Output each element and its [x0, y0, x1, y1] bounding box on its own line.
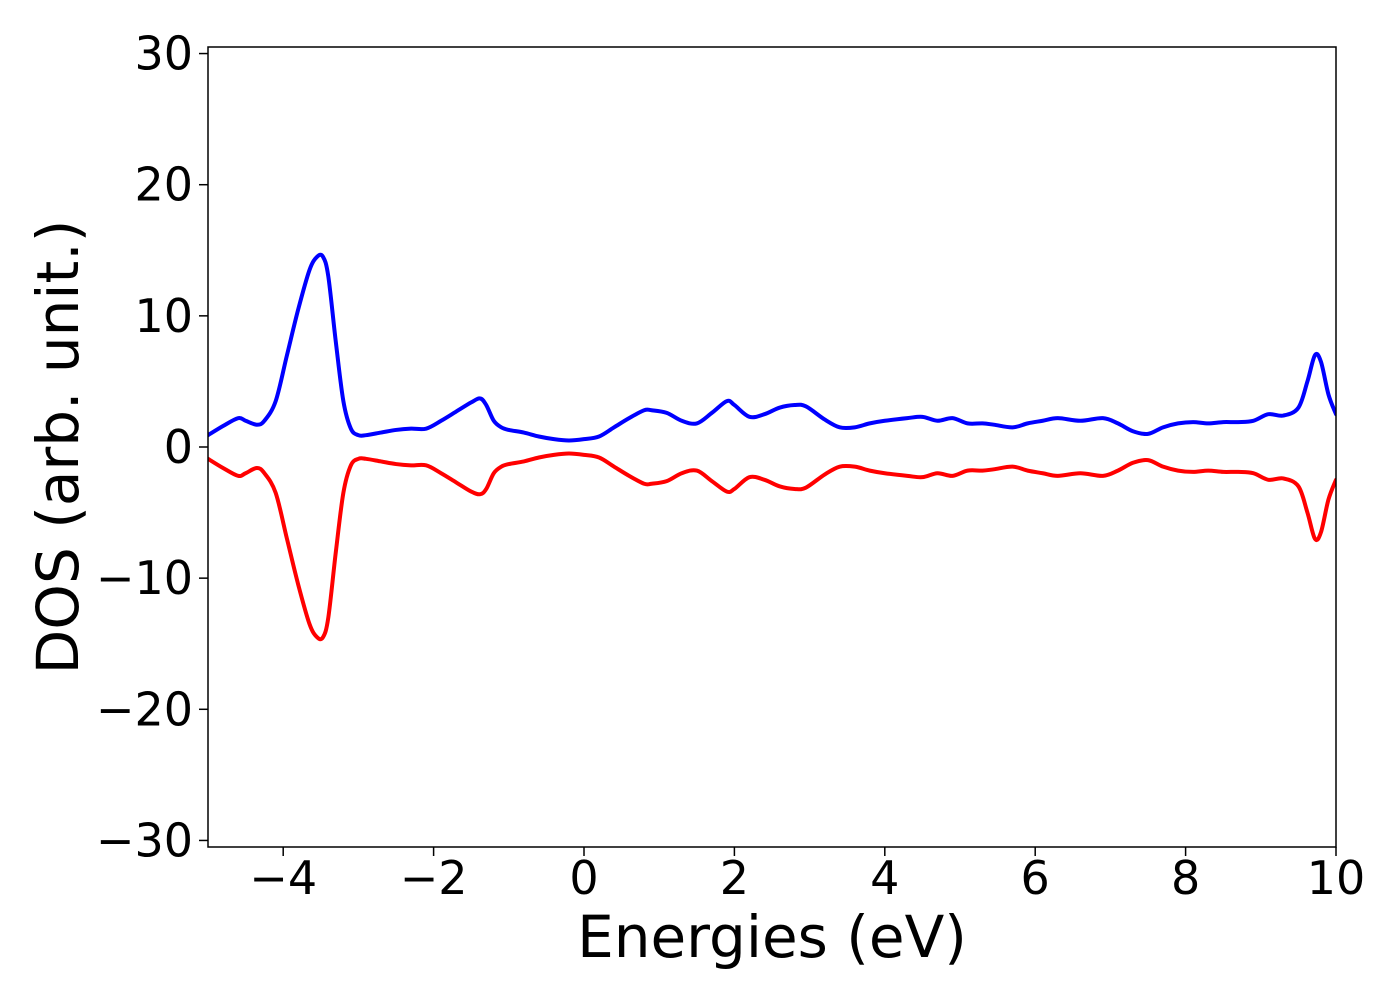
x-tick-label: −4: [249, 851, 317, 905]
x-tick-label: 6: [1021, 851, 1050, 905]
x-tick-label: −2: [400, 851, 468, 905]
x-axis-ticks: −4 −2 0 2 4 6 8 10: [249, 847, 1365, 905]
x-tick-label: 4: [870, 851, 899, 905]
x-tick-label: 10: [1307, 851, 1366, 905]
y-tick-label: 30: [134, 27, 193, 81]
series-layer: [208, 252, 1336, 642]
x-tick-label: 2: [720, 851, 749, 905]
y-axis-ticks: −30 −20 −10 0 10 20 30: [96, 27, 208, 867]
y-tick-label: 20: [134, 158, 193, 212]
plot-frame: [207, 46, 1337, 848]
y-tick-label: −20: [96, 682, 193, 736]
x-tick-label: 8: [1171, 851, 1200, 905]
series-line-2: [208, 451, 1336, 642]
series-line-1: [208, 252, 1336, 443]
y-axis-label: DOS (arb. unit.): [24, 220, 92, 675]
y-tick-label: 10: [134, 289, 193, 343]
x-tick-label: 0: [569, 851, 598, 905]
y-tick-label: −10: [96, 551, 193, 605]
y-tick-label: −30: [96, 813, 193, 867]
y-tick-label: 0: [164, 420, 193, 474]
x-axis-label: Energies (eV): [577, 903, 967, 971]
